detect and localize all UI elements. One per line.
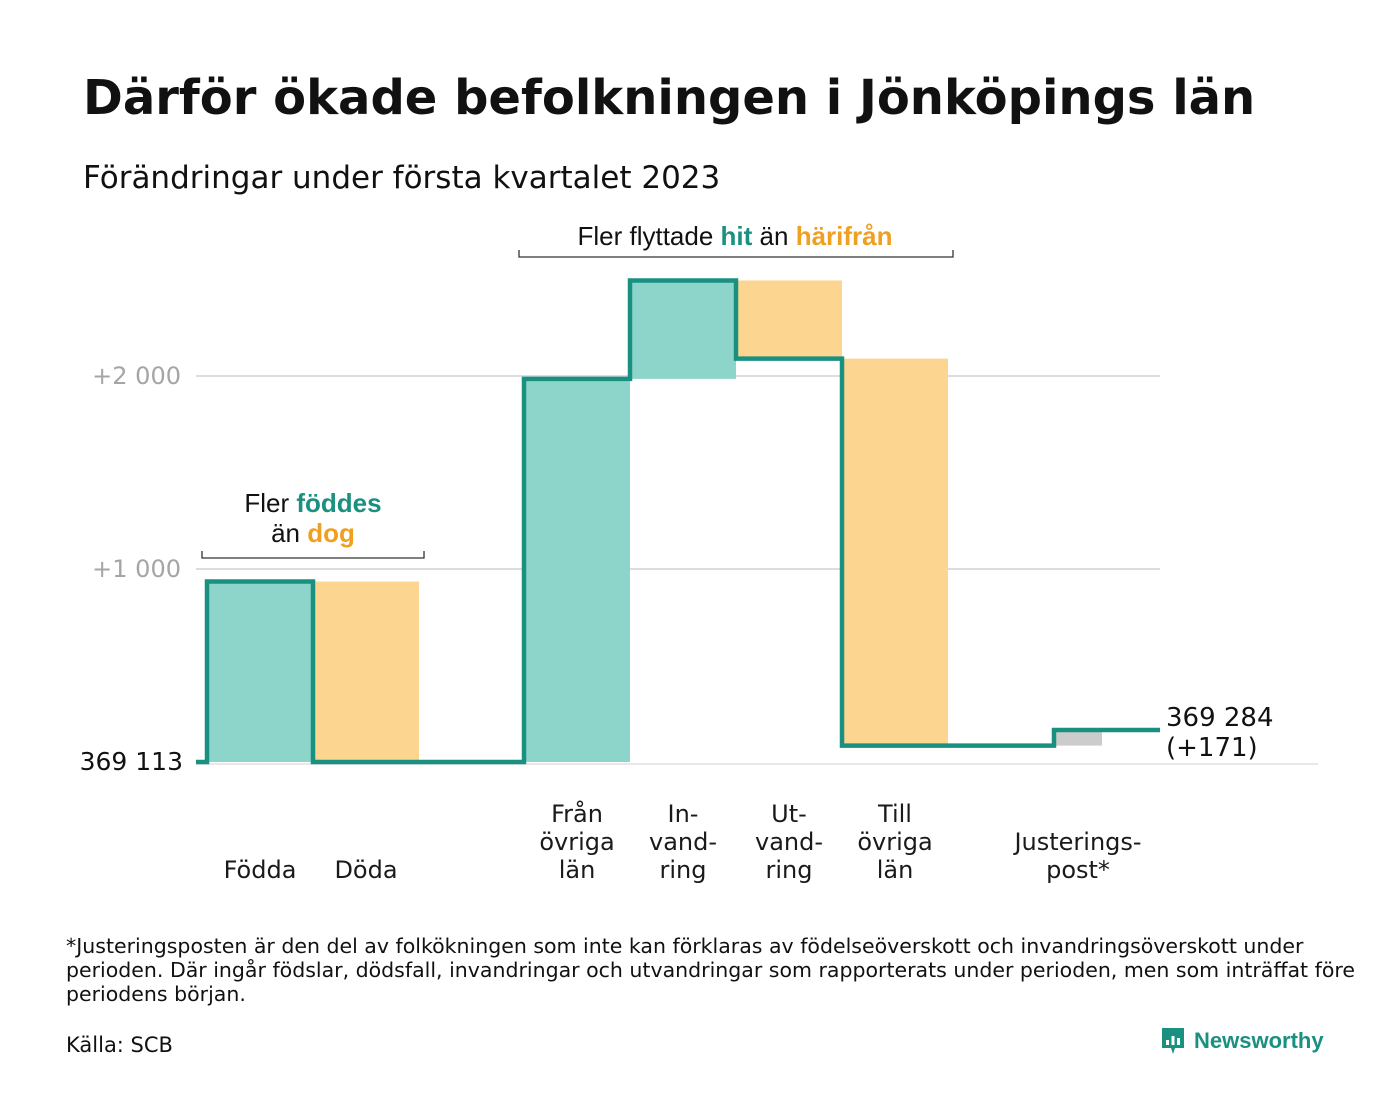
x-category-label: ring: [660, 856, 707, 884]
footnote: *Justeringsposten är den del av folkökni…: [66, 934, 1355, 1006]
x-category-label: Från: [551, 799, 603, 828]
brand-name: Newsworthy: [1194, 1028, 1324, 1053]
x-category-label: Döda: [334, 856, 397, 884]
x-category-label: In-: [668, 800, 699, 828]
running-total-line: [196, 278, 1160, 765]
start-value-label: 369 113: [80, 747, 183, 776]
x-category-label: län: [559, 856, 596, 884]
x-category-label: Ut-: [771, 800, 807, 828]
annotation-part: hit: [721, 221, 753, 251]
annotation-part: härifrån: [796, 221, 893, 251]
annotation-part: Fler flyttade: [577, 221, 720, 251]
annotation-part: föddes: [296, 488, 381, 518]
x-category-label: vand-: [649, 828, 717, 856]
bar-increase: [207, 581, 313, 762]
end-value-label: 369 284: [1166, 703, 1274, 733]
running-total-path: [196, 278, 1160, 765]
chart-subtitle: Förändringar under första kvartalet 2023: [83, 160, 721, 196]
end-change-label: (+171): [1166, 733, 1258, 763]
source-label: Källa: SCB: [66, 1033, 173, 1057]
annotation-part: dog: [307, 518, 355, 548]
annotation-part: än: [271, 518, 307, 548]
y-tick-label: +1 000: [92, 555, 181, 583]
bars: [207, 280, 1102, 762]
bar-adjustment: [1054, 729, 1102, 746]
bar-increase: [524, 378, 630, 762]
bar-decrease: [842, 358, 948, 746]
chart-title: Därför ökade befolkningen i Jönköpings l…: [83, 70, 1256, 126]
bar-increase: [630, 280, 736, 379]
y-tick-label: +2 000: [92, 362, 181, 390]
x-category-label: Födda: [224, 856, 297, 884]
annotation-births-deaths: än dog: [271, 518, 355, 548]
x-category-label: vand-: [755, 828, 823, 856]
newsworthy-logo-icon: [1162, 1028, 1184, 1054]
x-category-label: Till: [877, 800, 912, 828]
annotation-bracket: [201, 551, 425, 559]
bar-decrease: [736, 280, 842, 359]
annotation-part: Fler: [244, 488, 296, 518]
annotation-births-deaths: Fler föddes: [244, 488, 381, 518]
x-category-label: Justerings-: [1012, 828, 1141, 856]
annotation-part: än: [752, 221, 795, 251]
brand: Newsworthy: [1160, 1026, 1324, 1056]
x-category-label: post*: [1046, 856, 1110, 884]
x-category-label: ring: [766, 856, 813, 884]
x-category-label: övriga: [539, 828, 614, 856]
bar-decrease: [313, 581, 419, 762]
annotation-bracket: [518, 250, 954, 258]
annotation-migration: Fler flyttade hit än härifrån: [577, 221, 892, 251]
x-category-label: övriga: [857, 828, 932, 856]
x-category-label: län: [877, 856, 914, 884]
